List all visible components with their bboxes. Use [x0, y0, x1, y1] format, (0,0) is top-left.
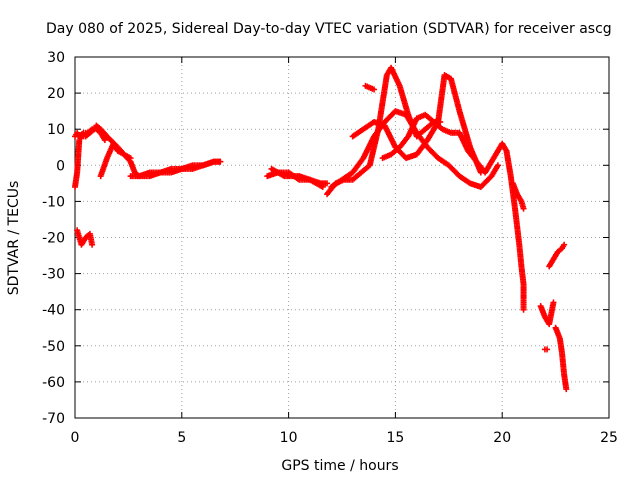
data-point: [520, 205, 527, 212]
x-tick-label: 5: [177, 430, 186, 446]
x-tick-label: 15: [386, 430, 404, 446]
series-t7: [268, 165, 326, 190]
series-t17: [552, 324, 570, 393]
data-points: [72, 64, 570, 393]
y-tick-label: -50: [42, 339, 65, 355]
y-tick-label: -30: [42, 267, 65, 283]
x-tick-label: 10: [280, 430, 298, 446]
series-t18: [541, 346, 551, 353]
y-tick-label: -40: [42, 303, 65, 319]
series-t15: [537, 299, 557, 328]
series-t2: [72, 126, 108, 144]
data-point: [550, 299, 557, 306]
series-t5: [127, 158, 224, 180]
data-point: [544, 346, 551, 353]
data-point: [371, 86, 378, 93]
tick-layer: 0 5 10 15 20 25 -70 -60 -50 -40 -30 -20 -10 0 10 20 30: [42, 50, 618, 446]
series-t12: [362, 82, 378, 93]
chart-title: Day 080 of 2025, Sidereal Day-to-day VTE…: [46, 21, 612, 37]
x-tick-label: 0: [71, 430, 80, 446]
y-tick-label: 0: [56, 158, 65, 174]
y-axis-label: SDTVAR / TECUs: [6, 181, 22, 296]
data-point: [324, 180, 331, 187]
data-point: [319, 183, 326, 190]
y-tick-label: -20: [42, 231, 65, 247]
y-tick-label: -60: [42, 375, 65, 391]
x-tick-label: 25: [600, 430, 618, 446]
data-point: [561, 241, 568, 248]
y-tick-label: 30: [47, 50, 65, 66]
x-axis-label: GPS time / hours: [281, 458, 398, 474]
series-t13: [503, 147, 527, 313]
data-point: [101, 137, 108, 144]
y-tick-label: 20: [47, 86, 65, 102]
y-tick-label: -70: [42, 411, 65, 427]
grid-layer: [75, 57, 609, 418]
y-tick-label: -10: [42, 194, 65, 210]
series-t16: [546, 241, 568, 270]
data-point: [563, 386, 570, 393]
data-point: [494, 162, 501, 169]
y-tick-label: 10: [47, 122, 65, 138]
series-t11: [379, 111, 510, 176]
data-point: [520, 306, 527, 313]
data-point: [217, 158, 224, 165]
series-t14: [509, 180, 527, 212]
data-point: [89, 241, 96, 248]
series-t3: [74, 227, 96, 248]
x-tick-label: 20: [493, 430, 511, 446]
